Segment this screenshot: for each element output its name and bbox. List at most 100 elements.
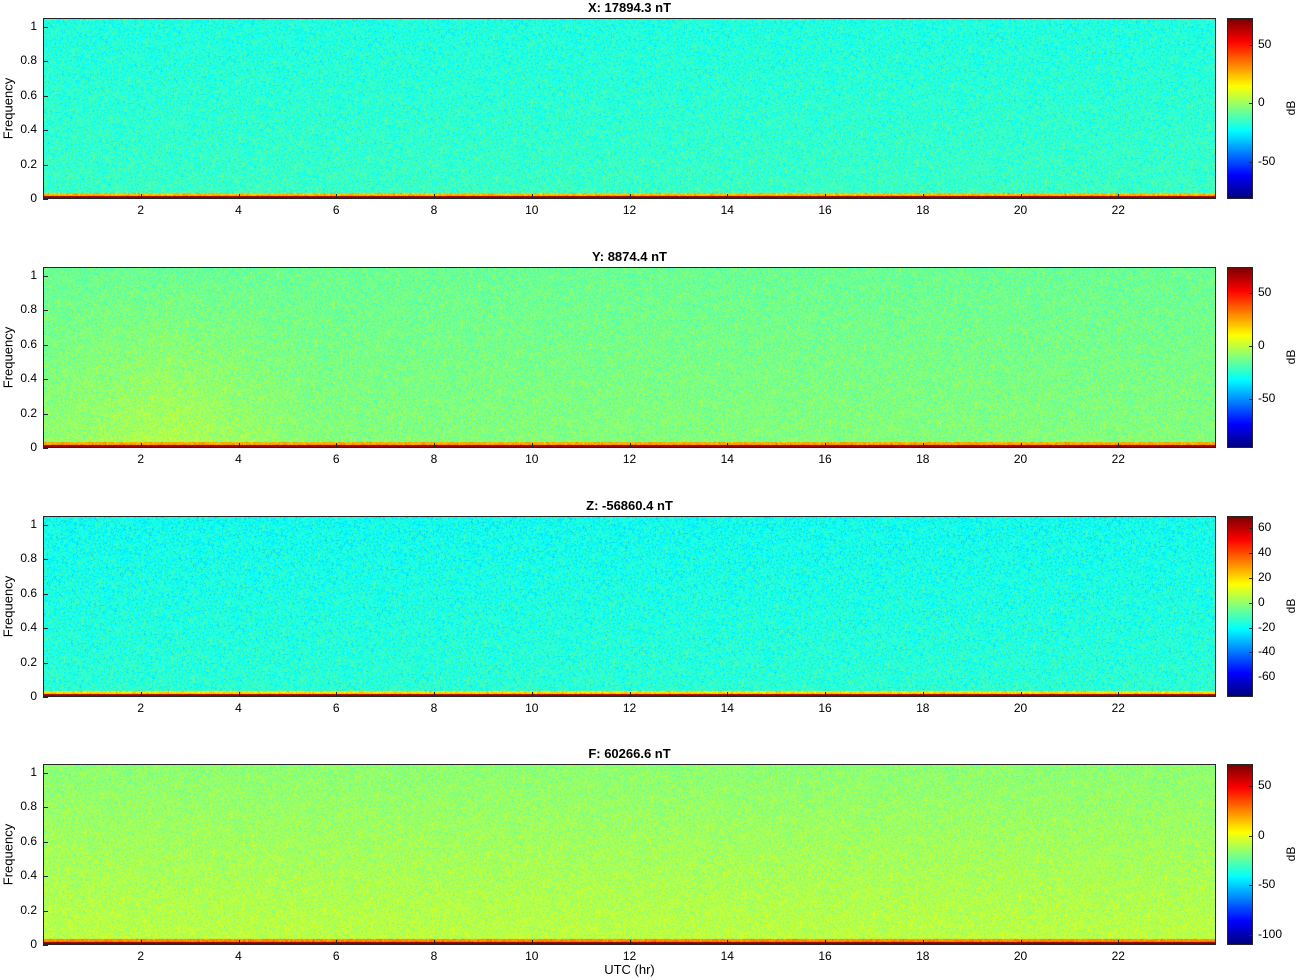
colorbar-tick-mark bbox=[1249, 652, 1253, 654]
x-tick-mark bbox=[825, 692, 826, 697]
y-tick-label: 0.2 bbox=[20, 902, 37, 917]
x-tick-mark bbox=[238, 443, 240, 448]
x-tick-label: 18 bbox=[916, 203, 930, 217]
y-tick-mark bbox=[43, 448, 48, 449]
x-tick-mark bbox=[140, 940, 142, 945]
x-tick-mark bbox=[336, 443, 338, 448]
x-tick-mark bbox=[1020, 194, 1022, 199]
spectrogram-plot-area bbox=[43, 267, 1216, 448]
x-tick-mark bbox=[1020, 940, 1022, 945]
x-tick-mark bbox=[531, 692, 533, 697]
x-tick-mark bbox=[140, 443, 142, 448]
x-tick-mark bbox=[629, 692, 631, 697]
x-tick-label: 4 bbox=[235, 452, 242, 466]
spectrogram-heatmap bbox=[44, 517, 1215, 696]
x-tick-label: 2 bbox=[137, 452, 145, 466]
colorbar-label: dB bbox=[1284, 100, 1298, 115]
y-tick-mark bbox=[43, 310, 48, 312]
colorbar-tick-mark bbox=[1249, 528, 1253, 530]
colorbar-tick-label: -100 bbox=[1258, 927, 1283, 942]
x-tick-mark bbox=[727, 692, 729, 697]
y-tick-label: 0.4 bbox=[20, 122, 37, 137]
colorbar-label: dB bbox=[1284, 349, 1298, 364]
y-tick-label: 0.6 bbox=[20, 585, 37, 600]
y-tick-label: 0.4 bbox=[20, 868, 37, 883]
y-tick-mark bbox=[43, 275, 48, 277]
x-tick-label: 18 bbox=[916, 949, 930, 963]
x-tick-label: 4 bbox=[235, 949, 242, 963]
x-tick-mark bbox=[434, 692, 435, 697]
x-tick-label: 18 bbox=[916, 701, 930, 715]
x-tick-mark bbox=[629, 194, 631, 199]
y-tick-mark bbox=[43, 662, 48, 664]
y-tick-mark bbox=[43, 524, 48, 526]
y-tick-mark bbox=[43, 413, 48, 415]
x-tick-label: 16 bbox=[818, 452, 832, 466]
spectrogram-heatmap bbox=[44, 268, 1215, 447]
y-tick-mark bbox=[43, 945, 48, 946]
x-tick-mark bbox=[1118, 443, 1120, 448]
x-tick-mark bbox=[825, 940, 826, 945]
y-tick-mark bbox=[43, 772, 48, 774]
colorbar-tick-mark bbox=[1249, 577, 1253, 579]
y-tick-mark bbox=[43, 26, 48, 28]
y-axis-label: Frequency bbox=[0, 823, 16, 885]
x-tick-mark bbox=[1118, 194, 1120, 199]
colorbar-gradient bbox=[1228, 517, 1252, 696]
x-tick-mark bbox=[434, 194, 435, 199]
colorbar-tick-label: 50 bbox=[1258, 285, 1272, 300]
x-tick-mark bbox=[531, 194, 533, 199]
x-tick-mark bbox=[727, 940, 729, 945]
x-tick-mark bbox=[140, 692, 142, 697]
x-tick-label: 20 bbox=[1013, 452, 1028, 466]
y-tick-label: 0.6 bbox=[20, 336, 37, 351]
x-tick-label: 16 bbox=[818, 949, 832, 963]
y-tick-mark bbox=[43, 559, 48, 561]
x-tick-label: 12 bbox=[622, 701, 637, 715]
colorbar-tick-mark bbox=[1249, 602, 1253, 604]
x-tick-label: 2 bbox=[137, 949, 145, 963]
x-tick-label: 10 bbox=[525, 949, 539, 963]
y-tick-mark bbox=[43, 344, 48, 346]
y-tick-label: 0.2 bbox=[20, 654, 37, 669]
x-tick-mark bbox=[140, 194, 142, 199]
colorbar-gradient bbox=[1228, 765, 1252, 944]
colorbar bbox=[1227, 516, 1253, 697]
colorbar bbox=[1227, 267, 1253, 448]
spectrogram-plot-area bbox=[43, 764, 1216, 945]
y-tick-mark bbox=[43, 841, 48, 843]
y-tick-mark bbox=[43, 807, 48, 809]
spectrogram-heatmap bbox=[44, 765, 1215, 944]
x-tick-mark bbox=[629, 443, 631, 448]
panel-title: Y: 8874.4 nT bbox=[592, 249, 667, 264]
panel-title: X: 17894.3 nT bbox=[587, 0, 672, 15]
y-tick-mark bbox=[43, 910, 48, 912]
colorbar-tick-label: -50 bbox=[1258, 153, 1276, 168]
x-tick-label: 14 bbox=[720, 452, 734, 466]
x-tick-label: 8 bbox=[430, 452, 438, 466]
x-tick-mark bbox=[1118, 940, 1120, 945]
x-tick-mark bbox=[922, 443, 924, 448]
colorbar-tick-mark bbox=[1249, 103, 1253, 105]
y-tick-label: 0 bbox=[30, 440, 37, 454]
x-tick-mark bbox=[434, 443, 435, 448]
colorbar-label: dB bbox=[1284, 598, 1298, 613]
x-tick-mark bbox=[336, 194, 338, 199]
colorbar-tick-mark bbox=[1249, 293, 1253, 295]
colorbar-tick-label: -40 bbox=[1258, 644, 1276, 659]
y-tick-label: 0.2 bbox=[20, 405, 37, 420]
colorbar-tick-mark bbox=[1249, 935, 1253, 937]
y-axis-label: Frequency bbox=[0, 77, 16, 139]
x-tick-label: 6 bbox=[332, 701, 340, 715]
colorbar-tick-mark bbox=[1249, 627, 1253, 629]
x-tick-mark bbox=[1020, 443, 1022, 448]
y-tick-label: 0.8 bbox=[20, 551, 37, 566]
colorbar-tick-mark bbox=[1249, 553, 1253, 555]
colorbar-label: dB bbox=[1284, 846, 1298, 861]
colorbar-tick-mark bbox=[1249, 161, 1253, 163]
x-tick-label: 20 bbox=[1013, 701, 1028, 715]
colorbar-tick-mark bbox=[1249, 677, 1253, 679]
x-tick-label: 8 bbox=[430, 949, 438, 963]
colorbar-tick-label: -50 bbox=[1258, 390, 1276, 405]
